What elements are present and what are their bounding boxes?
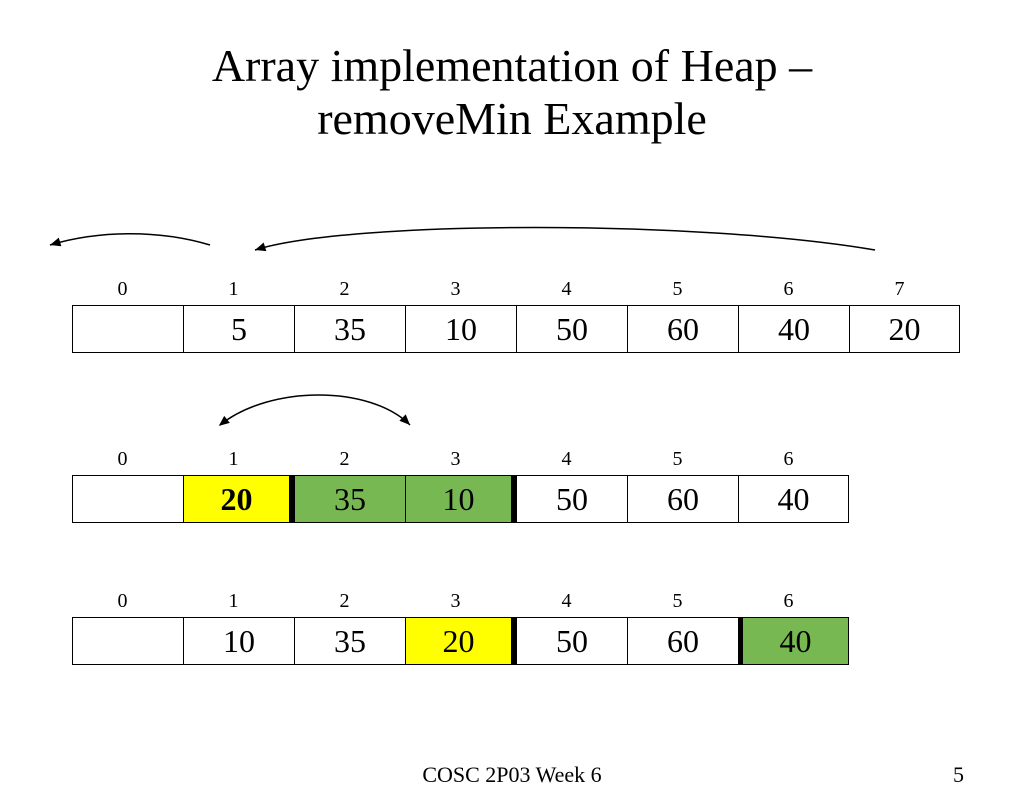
title-line-1: Array implementation of Heap –	[212, 40, 812, 91]
array-cell: 20	[849, 305, 960, 353]
index-label: 5	[622, 590, 733, 613]
array-cell: 35	[294, 305, 405, 353]
array-cell: 60	[627, 475, 738, 523]
index-label: 2	[289, 278, 400, 301]
page-number: 5	[953, 762, 964, 788]
index-label: 5	[622, 278, 733, 301]
index-label: 1	[178, 278, 289, 301]
arrow	[50, 234, 210, 245]
index-label: 7	[844, 278, 955, 301]
slide-title: Array implementation of Heap – removeMin…	[0, 40, 1024, 146]
array-row-3-cells: 103520506040	[72, 617, 849, 665]
index-label: 0	[67, 448, 178, 471]
index-label: 4	[511, 590, 622, 613]
array-row-1-cells: 5351050604020	[72, 305, 960, 353]
array-cell: 35	[294, 475, 405, 523]
arrows-overlay	[0, 40, 1024, 808]
index-label: 0	[67, 278, 178, 301]
array-cell: 50	[516, 475, 627, 523]
array-row-2: 0123456203510506040	[72, 448, 849, 523]
index-label: 1	[178, 590, 289, 613]
array-row-1: 012345675351050604020	[72, 278, 960, 353]
footer-course: COSC 2P03 Week 6	[0, 762, 1024, 788]
index-label: 3	[400, 278, 511, 301]
array-cell: 35	[294, 617, 405, 665]
index-label: 1	[178, 448, 289, 471]
array-row-1-indices: 01234567	[67, 278, 960, 301]
array-cell: 20	[405, 617, 516, 665]
array-cell	[72, 305, 183, 353]
array-cell: 5	[183, 305, 294, 353]
index-label: 4	[511, 278, 622, 301]
arrow	[255, 228, 875, 251]
array-cell: 10	[405, 305, 516, 353]
array-cell	[72, 475, 183, 523]
array-cell: 10	[183, 617, 294, 665]
title-line-2: removeMin Example	[317, 93, 707, 144]
array-cell: 60	[627, 305, 738, 353]
array-cell: 10	[405, 475, 516, 523]
index-label: 4	[511, 448, 622, 471]
array-cell: 40	[738, 305, 849, 353]
array-row-3-indices: 0123456	[67, 590, 849, 613]
index-label: 6	[733, 448, 844, 471]
array-cell: 40	[738, 617, 849, 665]
array-cell: 20	[183, 475, 294, 523]
index-label: 6	[733, 590, 844, 613]
array-cell	[72, 617, 183, 665]
index-label: 3	[400, 448, 511, 471]
index-label: 2	[289, 590, 400, 613]
array-cell: 60	[627, 617, 738, 665]
index-label: 5	[622, 448, 733, 471]
array-cell: 40	[738, 475, 849, 523]
arrow	[220, 395, 410, 425]
array-row-2-indices: 0123456	[67, 448, 849, 471]
array-cell: 50	[516, 305, 627, 353]
index-label: 3	[400, 590, 511, 613]
array-row-2-cells: 203510506040	[72, 475, 849, 523]
index-label: 2	[289, 448, 400, 471]
array-row-3: 0123456103520506040	[72, 590, 849, 665]
index-label: 0	[67, 590, 178, 613]
array-cell: 50	[516, 617, 627, 665]
index-label: 6	[733, 278, 844, 301]
